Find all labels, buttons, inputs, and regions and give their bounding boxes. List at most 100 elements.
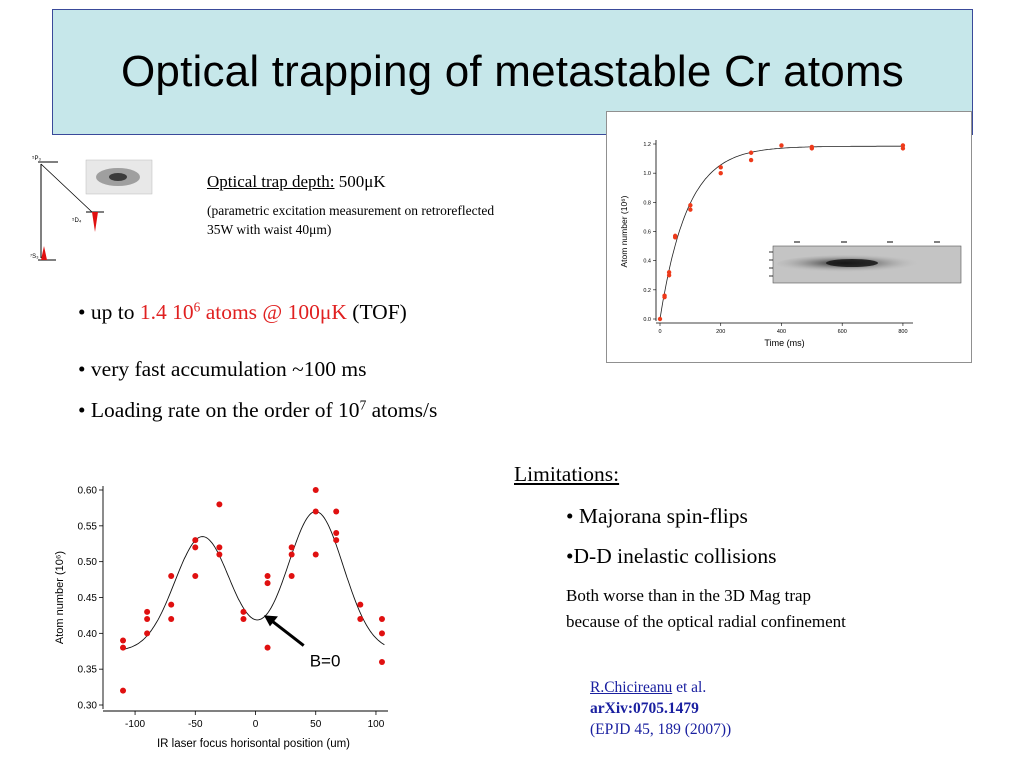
data-point [672, 235, 678, 240]
y-axis-label: Atom number (10⁶) [54, 551, 66, 644]
limitations-block: Limitations: [514, 462, 619, 487]
x-tick-label: 200 [716, 329, 725, 335]
reference-journal: (EPJD 45, 189 (2007)) [590, 721, 732, 738]
data-point [192, 544, 199, 551]
fit-curve [122, 511, 385, 650]
data-point [748, 157, 754, 163]
data-point [144, 616, 151, 622]
data-point [312, 487, 319, 493]
x-axis-label: IR laser focus horisontal position (um) [157, 738, 350, 750]
position-scan-figure: 0.30 0.35 0.40 0.45 0.50 0.55 0.60 -100 -50 0 50 10… [50, 478, 400, 758]
data-point [240, 616, 247, 622]
x-axis-label: Time (ms) [764, 338, 804, 348]
level-5p3-label: ⁵P₃ [32, 155, 41, 162]
y-tick-label: 0.45 [78, 593, 98, 604]
data-point [264, 573, 271, 579]
y-tick-label: 0.8 [643, 200, 651, 206]
y-tick-label: 0.30 [78, 701, 98, 712]
data-point [748, 150, 754, 155]
bullet-1-exponent: 6 [193, 299, 201, 315]
data-point [192, 537, 199, 544]
data-point [144, 630, 151, 637]
x-tick-label: -50 [188, 719, 203, 730]
data-point [357, 616, 364, 622]
trap-depth-label: Optical trap depth: [207, 172, 335, 191]
limitation-majorana: • Majorana spin-flips [566, 504, 748, 528]
data-point [264, 580, 271, 587]
level-7s3-label: ⁷S₃ [30, 253, 39, 260]
bullet-1-prefix: • up to [78, 300, 140, 324]
y-tick-label: 0.40 [78, 629, 98, 640]
y-tick-label: 1.2 [643, 142, 651, 148]
data-point [688, 207, 693, 212]
reference-arxiv: arXiv:0705.1479 [590, 700, 699, 717]
bullet-1-red-b: atoms @ 100μK [200, 300, 347, 324]
bullet-1-suffix: (TOF) [346, 300, 407, 324]
y-tick-label: 0.0 [643, 317, 651, 323]
data-point [900, 146, 906, 151]
data-point [216, 544, 223, 551]
y-tick-label: 1.0 [643, 171, 651, 177]
data-point [168, 616, 175, 622]
fit-curve [659, 145, 903, 320]
data-point [779, 143, 784, 148]
data-point [120, 644, 127, 651]
bullet-3-prefix: • Loading rate on the order of 10 [78, 398, 360, 422]
annotation-arrow [269, 618, 305, 647]
x-tick-label: 50 [310, 719, 322, 730]
loading-curve-figure: 0.0 0.2 0.4 0.6 0.8 1.0 1.2 0 200 400 600 800 Time (… [606, 111, 972, 363]
limitations-note-line-1: Both worse than in the 3D Mag trap [566, 586, 812, 605]
slide-title: Optical trapping of metastable Cr atoms [120, 47, 905, 96]
annotation-arrowhead [263, 615, 278, 627]
loading-curve-chart: 0.0 0.2 0.4 0.6 0.8 1.0 1.2 0 200 400 600 800 Time (… [619, 140, 962, 348]
bullet-3-exponent: 7 [359, 397, 367, 413]
data-point [288, 544, 295, 551]
x-tick-label: 0 [253, 719, 259, 730]
data-point [333, 508, 340, 515]
bullet-atom-number: • up to 1.4 106 atoms @ 100μK (TOF) [78, 300, 407, 325]
data-point [657, 316, 663, 322]
data-point [662, 294, 667, 300]
data-point [378, 616, 385, 622]
bullet-1-red-a: 1.4 10 [139, 300, 194, 324]
data-point [333, 537, 340, 544]
data-point [688, 203, 693, 208]
data-point [288, 551, 295, 558]
annotation-label: B=0 [310, 652, 341, 671]
energy-level-diagram: ⁵P₃ ⁵D₄ ⁷S₃ [30, 155, 153, 261]
x-tick-label: 400 [777, 329, 786, 335]
bullet-1-highlight: 1.4 106 atoms @ 100μK [140, 300, 347, 324]
data-point [718, 170, 723, 176]
data-point [120, 687, 127, 694]
data-point [809, 146, 815, 151]
data-point [333, 530, 340, 536]
bullet-3-suffix: atoms/s [366, 398, 438, 422]
limitations-heading: Limitations: [514, 462, 620, 486]
y-tick-label: 0.50 [78, 557, 98, 568]
data-point [192, 573, 199, 579]
trap-depth-note: (parametric excitation measurement on re… [207, 203, 495, 237]
limitations-note: Both worse than in the 3D Mag trap becau… [566, 583, 846, 635]
data-point [168, 601, 175, 608]
data-point [378, 659, 385, 665]
y-axis-label: Atom number (10⁶) [619, 195, 629, 267]
bullet-loading-rate: • Loading rate on the order of 107 atoms… [78, 398, 437, 423]
y-tick-label: 0.55 [78, 521, 98, 532]
data-point [144, 608, 151, 615]
reference-author-link[interactable]: R.Chicireanu [590, 679, 673, 696]
title-banner: Optical trapping of metastable Cr atoms [52, 9, 973, 135]
level-5d4-label: ⁵D₄ [72, 217, 82, 224]
data-point [216, 501, 223, 508]
data-point [312, 551, 319, 558]
data-point [120, 637, 127, 644]
x-tick-label: 600 [838, 329, 847, 335]
x-tick-label: -100 [125, 719, 145, 730]
y-tick-label: 0.35 [78, 665, 98, 676]
limitation-dd-collisions: •D-D inelastic collisions [566, 544, 777, 568]
data-point [168, 573, 175, 579]
x-tick-label: 800 [898, 329, 907, 335]
x-tick-label: 0 [658, 329, 661, 335]
data-point [666, 273, 672, 278]
bullet-accumulation: • very fast accumulation ~100 ms [78, 357, 367, 381]
y-tick-label: 0.6 [643, 230, 651, 236]
